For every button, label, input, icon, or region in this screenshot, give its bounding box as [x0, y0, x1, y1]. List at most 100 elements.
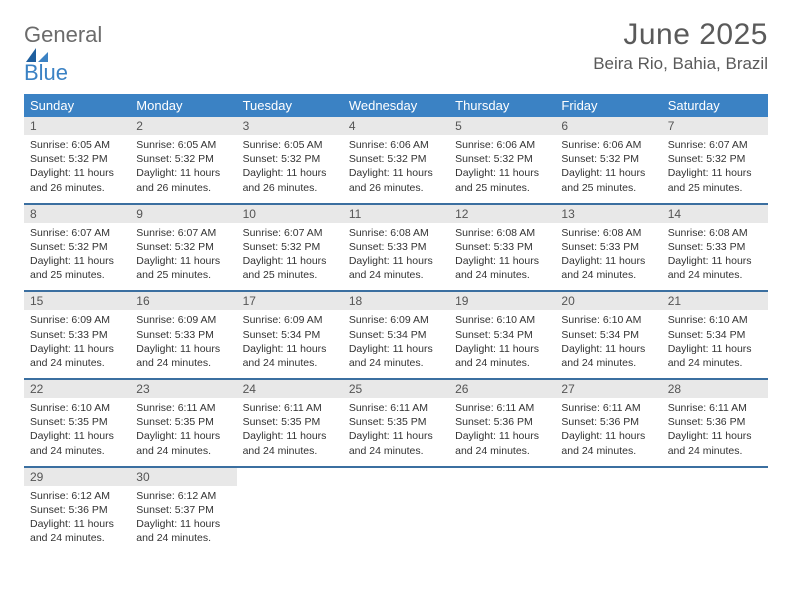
sunset-text: Sunset: 5:34 PM: [455, 328, 549, 342]
daylight-text: and 25 minutes.: [455, 181, 549, 195]
daylight-text: Daylight: 11 hours: [30, 517, 124, 531]
day-detail-cell: Sunrise: 6:05 AMSunset: 5:32 PMDaylight:…: [130, 135, 236, 204]
daylight-text: and 24 minutes.: [668, 444, 762, 458]
sunrise-text: Sunrise: 6:09 AM: [349, 313, 443, 327]
day-number-cell: 17: [237, 291, 343, 310]
day-number: 26: [455, 382, 468, 396]
day-number-cell: 1: [24, 117, 130, 135]
daylight-text: and 25 minutes.: [243, 268, 337, 282]
day-number-cell: 9: [130, 204, 236, 223]
day-detail-cell: [343, 486, 449, 554]
day-detail-row: Sunrise: 6:05 AMSunset: 5:32 PMDaylight:…: [24, 135, 768, 204]
weekday-header: Saturday: [662, 94, 768, 117]
day-number: 25: [349, 382, 362, 396]
day-number: 23: [136, 382, 149, 396]
sunset-text: Sunset: 5:32 PM: [30, 240, 124, 254]
day-number-cell: 19: [449, 291, 555, 310]
day-number-cell: 16: [130, 291, 236, 310]
daylight-text: and 24 minutes.: [561, 268, 655, 282]
daylight-text: Daylight: 11 hours: [30, 342, 124, 356]
sunrise-text: Sunrise: 6:06 AM: [561, 138, 655, 152]
daylight-text: and 25 minutes.: [668, 181, 762, 195]
sunrise-text: Sunrise: 6:10 AM: [668, 313, 762, 327]
sunset-text: Sunset: 5:32 PM: [561, 152, 655, 166]
day-number-cell: 3: [237, 117, 343, 135]
sunrise-text: Sunrise: 6:07 AM: [136, 226, 230, 240]
weekday-header-row: Sunday Monday Tuesday Wednesday Thursday…: [24, 94, 768, 117]
day-number-cell: [555, 467, 661, 486]
weekday-header: Sunday: [24, 94, 130, 117]
day-detail-cell: Sunrise: 6:12 AMSunset: 5:37 PMDaylight:…: [130, 486, 236, 554]
daylight-text: Daylight: 11 hours: [561, 254, 655, 268]
day-number: 17: [243, 294, 256, 308]
sunrise-text: Sunrise: 6:09 AM: [30, 313, 124, 327]
day-detail-cell: Sunrise: 6:05 AMSunset: 5:32 PMDaylight:…: [237, 135, 343, 204]
daylight-text: Daylight: 11 hours: [30, 166, 124, 180]
daylight-text: Daylight: 11 hours: [136, 166, 230, 180]
day-number: 3: [243, 119, 250, 133]
day-detail-cell: Sunrise: 6:11 AMSunset: 5:36 PMDaylight:…: [555, 398, 661, 467]
daylight-text: and 24 minutes.: [455, 356, 549, 370]
sunrise-text: Sunrise: 6:11 AM: [349, 401, 443, 415]
daylight-text: and 24 minutes.: [30, 444, 124, 458]
daylight-text: Daylight: 11 hours: [243, 429, 337, 443]
day-number-cell: 26: [449, 379, 555, 398]
daylight-text: and 24 minutes.: [243, 356, 337, 370]
day-number-cell: 21: [662, 291, 768, 310]
day-number-cell: 23: [130, 379, 236, 398]
day-detail-cell: Sunrise: 6:06 AMSunset: 5:32 PMDaylight:…: [343, 135, 449, 204]
daylight-text: Daylight: 11 hours: [455, 342, 549, 356]
day-detail-row: Sunrise: 6:07 AMSunset: 5:32 PMDaylight:…: [24, 223, 768, 292]
day-number-row: 891011121314: [24, 204, 768, 223]
sunset-text: Sunset: 5:32 PM: [136, 240, 230, 254]
sunset-text: Sunset: 5:32 PM: [243, 240, 337, 254]
sunrise-text: Sunrise: 6:05 AM: [243, 138, 337, 152]
sunrise-text: Sunrise: 6:06 AM: [349, 138, 443, 152]
sunset-text: Sunset: 5:32 PM: [30, 152, 124, 166]
day-number: 19: [455, 294, 468, 308]
weekday-header: Wednesday: [343, 94, 449, 117]
daylight-text: and 26 minutes.: [243, 181, 337, 195]
sunrise-text: Sunrise: 6:11 AM: [561, 401, 655, 415]
weekday-header: Tuesday: [237, 94, 343, 117]
day-number-cell: 10: [237, 204, 343, 223]
daylight-text: Daylight: 11 hours: [30, 254, 124, 268]
day-number-cell: 7: [662, 117, 768, 135]
logo: General Blue: [24, 18, 102, 84]
day-detail-cell: Sunrise: 6:05 AMSunset: 5:32 PMDaylight:…: [24, 135, 130, 204]
sunset-text: Sunset: 5:35 PM: [349, 415, 443, 429]
day-number-cell: 13: [555, 204, 661, 223]
daylight-text: Daylight: 11 hours: [668, 342, 762, 356]
calendar-page: General Blue June 2025 Beira Rio, Bahia,…: [0, 0, 792, 553]
sunrise-text: Sunrise: 6:11 AM: [668, 401, 762, 415]
sunrise-text: Sunrise: 6:07 AM: [30, 226, 124, 240]
sunrise-text: Sunrise: 6:12 AM: [136, 489, 230, 503]
day-detail-cell: Sunrise: 6:11 AMSunset: 5:35 PMDaylight:…: [343, 398, 449, 467]
sunrise-text: Sunrise: 6:08 AM: [455, 226, 549, 240]
day-number: 7: [668, 119, 675, 133]
weekday-header: Friday: [555, 94, 661, 117]
sunset-text: Sunset: 5:34 PM: [561, 328, 655, 342]
sunrise-text: Sunrise: 6:11 AM: [455, 401, 549, 415]
day-detail-cell: Sunrise: 6:08 AMSunset: 5:33 PMDaylight:…: [555, 223, 661, 292]
day-number: 9: [136, 207, 143, 221]
day-number-cell: 29: [24, 467, 130, 486]
day-number: 16: [136, 294, 149, 308]
day-number: 28: [668, 382, 681, 396]
sunset-text: Sunset: 5:33 PM: [561, 240, 655, 254]
day-number-cell: 20: [555, 291, 661, 310]
sunrise-text: Sunrise: 6:10 AM: [30, 401, 124, 415]
day-detail-cell: [662, 486, 768, 554]
daylight-text: Daylight: 11 hours: [243, 342, 337, 356]
daylight-text: and 24 minutes.: [455, 444, 549, 458]
day-number-cell: 27: [555, 379, 661, 398]
day-detail-cell: Sunrise: 6:06 AMSunset: 5:32 PMDaylight:…: [449, 135, 555, 204]
sunset-text: Sunset: 5:36 PM: [30, 503, 124, 517]
sunrise-text: Sunrise: 6:08 AM: [349, 226, 443, 240]
daylight-text: and 24 minutes.: [136, 444, 230, 458]
sunrise-text: Sunrise: 6:08 AM: [561, 226, 655, 240]
day-number: 13: [561, 207, 574, 221]
sunrise-text: Sunrise: 6:11 AM: [243, 401, 337, 415]
daylight-text: Daylight: 11 hours: [349, 254, 443, 268]
daylight-text: and 25 minutes.: [136, 268, 230, 282]
